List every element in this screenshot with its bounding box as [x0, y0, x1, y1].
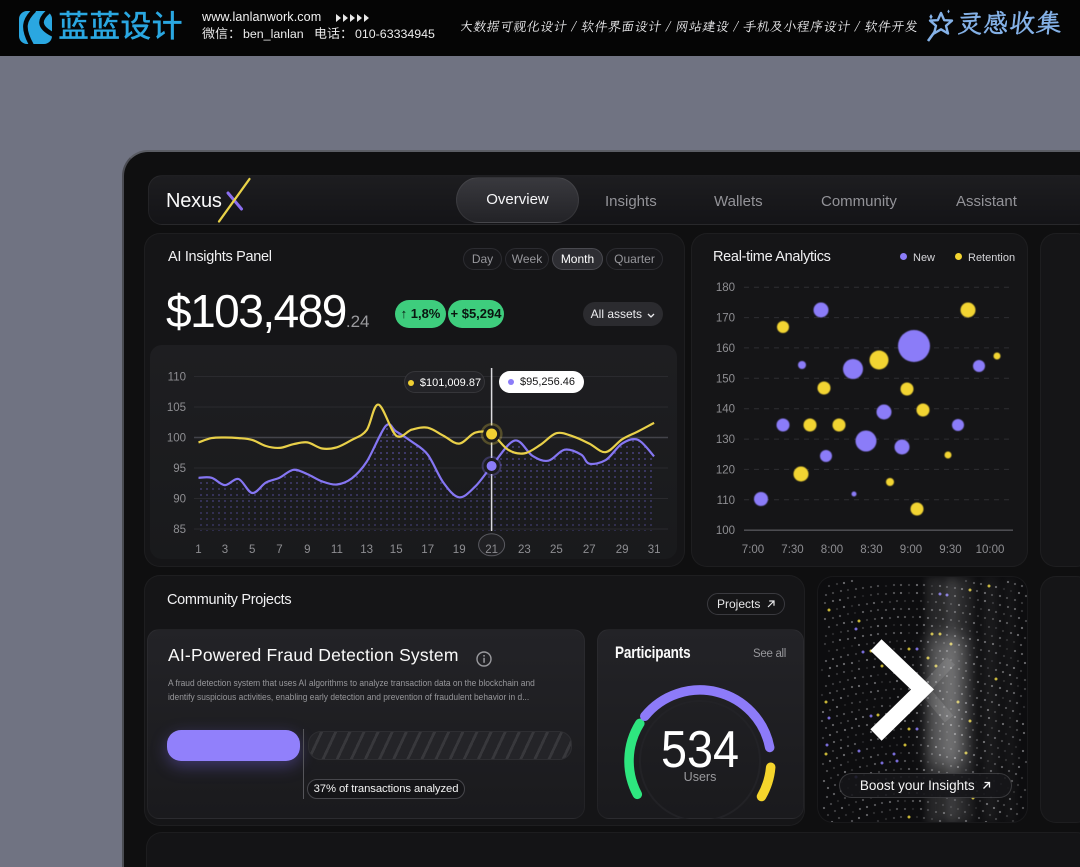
svg-text:120: 120: [716, 464, 735, 476]
svg-text:15: 15: [390, 544, 403, 556]
svg-text:7:30: 7:30: [781, 544, 803, 556]
svg-text:110: 110: [168, 372, 186, 384]
svg-text:5: 5: [249, 544, 255, 556]
svg-text:23: 23: [518, 544, 531, 556]
svg-text:105: 105: [167, 402, 186, 414]
svg-text:21: 21: [485, 544, 498, 556]
svg-text:160: 160: [716, 343, 735, 355]
svg-text:11: 11: [331, 544, 343, 556]
svg-text:19: 19: [453, 544, 466, 556]
svg-text:100: 100: [167, 433, 186, 445]
svg-text:7: 7: [276, 544, 282, 556]
svg-text:27: 27: [583, 544, 596, 556]
svg-text:95: 95: [173, 463, 186, 475]
svg-text:17: 17: [421, 544, 434, 556]
svg-text:130: 130: [716, 434, 735, 446]
svg-text:9:30: 9:30: [939, 544, 961, 556]
svg-text:31: 31: [648, 544, 661, 556]
svg-text:10:00: 10:00: [976, 544, 1005, 556]
svg-text:85: 85: [173, 524, 186, 536]
svg-text:180: 180: [716, 282, 735, 294]
svg-text:170: 170: [716, 313, 735, 325]
svg-text:13: 13: [360, 544, 373, 556]
svg-text:1: 1: [195, 544, 201, 556]
svg-text:140: 140: [716, 404, 735, 416]
svg-text:25: 25: [550, 544, 563, 556]
svg-text:29: 29: [616, 544, 629, 556]
svg-text:90: 90: [173, 494, 186, 506]
svg-text:8:30: 8:30: [860, 544, 882, 556]
svg-text:9:00: 9:00: [900, 544, 922, 556]
svg-text:100: 100: [716, 525, 735, 537]
svg-text:8:00: 8:00: [821, 544, 843, 556]
svg-text:9: 9: [304, 544, 310, 556]
svg-text:3: 3: [222, 544, 228, 556]
svg-text:7:00: 7:00: [742, 544, 764, 556]
svg-text:110: 110: [717, 495, 735, 507]
svg-text:150: 150: [716, 373, 735, 385]
